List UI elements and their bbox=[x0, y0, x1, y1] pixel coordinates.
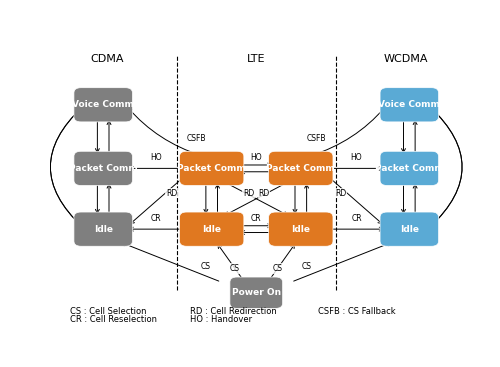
Text: Packet Comm: Packet Comm bbox=[69, 164, 138, 173]
Text: Packet Comm: Packet Comm bbox=[375, 164, 444, 173]
FancyBboxPatch shape bbox=[74, 151, 132, 185]
FancyBboxPatch shape bbox=[380, 212, 438, 246]
Text: HO: HO bbox=[250, 153, 262, 161]
Text: HO : Handover: HO : Handover bbox=[190, 315, 252, 324]
Text: WCDMA: WCDMA bbox=[383, 54, 428, 64]
Text: RD: RD bbox=[258, 189, 270, 197]
FancyBboxPatch shape bbox=[180, 151, 244, 185]
Text: CS : Cell Selection: CS : Cell Selection bbox=[70, 306, 147, 316]
Text: HO: HO bbox=[350, 153, 362, 162]
Text: Voice Comm: Voice Comm bbox=[378, 100, 440, 109]
Text: CSFB: CSFB bbox=[306, 134, 326, 142]
Text: CR: CR bbox=[351, 214, 362, 223]
Text: CR: CR bbox=[150, 214, 162, 223]
Text: CS: CS bbox=[201, 262, 211, 271]
FancyBboxPatch shape bbox=[180, 212, 244, 246]
Text: CDMA: CDMA bbox=[90, 54, 124, 64]
FancyBboxPatch shape bbox=[268, 151, 333, 185]
Text: Idle: Idle bbox=[202, 225, 221, 234]
FancyBboxPatch shape bbox=[268, 212, 333, 246]
Text: CS: CS bbox=[230, 264, 240, 273]
Text: CS: CS bbox=[302, 262, 312, 271]
Text: LTE: LTE bbox=[247, 54, 266, 64]
FancyBboxPatch shape bbox=[74, 88, 132, 122]
Text: CR: CR bbox=[251, 214, 262, 223]
Text: Idle: Idle bbox=[292, 225, 310, 234]
FancyBboxPatch shape bbox=[380, 151, 438, 185]
FancyBboxPatch shape bbox=[74, 212, 132, 246]
Text: CSFB : CS Fallback: CSFB : CS Fallback bbox=[318, 306, 396, 316]
Text: Idle: Idle bbox=[400, 225, 419, 234]
Text: CR : Cell Reselection: CR : Cell Reselection bbox=[70, 315, 157, 324]
FancyBboxPatch shape bbox=[230, 277, 282, 308]
Text: CS: CS bbox=[272, 264, 282, 273]
Text: RD : Cell Redirection: RD : Cell Redirection bbox=[190, 306, 277, 316]
Text: Idle: Idle bbox=[94, 225, 112, 234]
Text: CSFB: CSFB bbox=[186, 134, 206, 142]
Text: RD: RD bbox=[166, 189, 177, 197]
FancyBboxPatch shape bbox=[380, 88, 438, 122]
Text: RD: RD bbox=[336, 189, 346, 197]
Text: Voice Comm: Voice Comm bbox=[72, 100, 134, 109]
Text: Packet Comm: Packet Comm bbox=[178, 164, 246, 173]
Text: HO: HO bbox=[150, 153, 162, 162]
Text: RD: RD bbox=[243, 189, 254, 197]
Text: Packet Comm: Packet Comm bbox=[266, 164, 335, 173]
Text: Power On: Power On bbox=[232, 288, 281, 297]
